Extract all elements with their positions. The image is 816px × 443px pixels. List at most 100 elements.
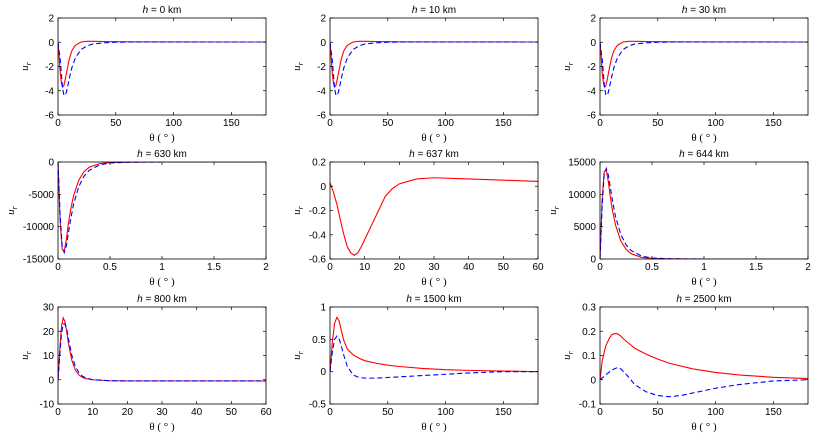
series-line-dashed xyxy=(600,166,808,259)
y-tick-label: 15000 xyxy=(568,158,596,169)
x-tick-label: 150 xyxy=(765,407,782,418)
series-line-dashed xyxy=(330,41,538,97)
x-tick-label: 10 xyxy=(359,262,371,273)
subplot-title: h = 644 km xyxy=(679,149,729,160)
subplot-2: 0 50 100 150 -6 -4 -2 0 2 h = 10 km θ ( ° ) ur xyxy=(291,5,539,144)
subplot-title: h = 10 km xyxy=(412,5,456,16)
y-tick-label: 30 xyxy=(43,303,55,314)
y-tick-label: 0 xyxy=(48,375,54,386)
x-tick-label: 100 xyxy=(437,118,454,129)
series-line-dashed xyxy=(58,323,266,382)
series-line-dashed xyxy=(330,335,538,379)
x-tick-label: 40 xyxy=(463,262,475,273)
y-axis-label: ur xyxy=(5,205,19,215)
y-axis-label: ur xyxy=(291,350,305,360)
subplot-6: 0 0.5 1 1.5 2 0 5000 10000 15000 h = 644 km θ ( ° … xyxy=(547,149,811,288)
x-axis-label: θ ( ° ) xyxy=(421,132,447,144)
subplot-title: h = 630 km xyxy=(137,149,187,160)
y-axis-label: ur xyxy=(19,61,33,71)
x-tick-label: 0 xyxy=(55,118,61,129)
x-tick-label: 50 xyxy=(498,262,510,273)
series-line-solid xyxy=(330,177,538,257)
plot-frame xyxy=(57,161,267,260)
x-axis-label: θ ( ° ) xyxy=(421,276,447,288)
x-tick-label: 150 xyxy=(495,407,512,418)
y-tick-label: 5000 xyxy=(574,222,597,233)
y-axis-label: ur xyxy=(547,205,561,215)
y-tick-label: -5000 xyxy=(28,190,54,201)
y-tick-label: -10 xyxy=(40,400,55,411)
subplot-3: 0 50 100 150 -6 -4 -2 0 2 h = 30 km θ ( ° ) ur xyxy=(561,5,809,144)
subplot-title: h = 30 km xyxy=(682,5,726,16)
series-line-solid xyxy=(58,40,266,89)
y-axis-label: ur xyxy=(291,61,305,71)
plot-frame xyxy=(599,17,809,116)
x-tick-label: 60 xyxy=(260,407,272,418)
series-line-solid xyxy=(600,168,808,259)
x-tick-label: 0.5 xyxy=(103,262,117,273)
x-tick-label: 1.5 xyxy=(749,262,763,273)
y-tick-label: -10000 xyxy=(23,222,55,233)
y-tick-label: 0 xyxy=(48,38,54,49)
y-tick-label: 0.5 xyxy=(312,335,326,346)
x-tick-label: 2 xyxy=(263,262,269,273)
x-axis-label: θ ( ° ) xyxy=(691,421,717,433)
subplot-title: h = 637 km xyxy=(409,149,459,160)
series-line-dashed xyxy=(58,162,266,255)
subplot-8: 0 50 100 150-0.500.51h = 1500 kmθ ( ° )ur xyxy=(291,294,539,433)
x-tick-label: 50 xyxy=(226,407,238,418)
plot-frame xyxy=(329,17,539,116)
x-tick-label: 60 xyxy=(532,262,544,273)
plot-frame xyxy=(329,306,539,405)
series-line-dashed xyxy=(600,41,808,97)
x-tick-label: 20 xyxy=(394,262,406,273)
x-tick-label: 2 xyxy=(805,262,811,273)
y-tick-label: 1 xyxy=(320,303,326,314)
y-tick-label: -4 xyxy=(587,86,596,97)
y-tick-label: -0.6 xyxy=(309,255,327,266)
y-tick-label: -2 xyxy=(317,62,326,73)
y-tick-label: -4 xyxy=(317,86,326,97)
y-tick-label: -6 xyxy=(587,111,596,122)
y-tick-label: 0 xyxy=(590,255,596,266)
y-tick-label: 10000 xyxy=(568,190,596,201)
y-tick-label: -6 xyxy=(317,111,326,122)
x-tick-label: 0 xyxy=(327,262,333,273)
x-axis-label: θ ( ° ) xyxy=(691,132,717,144)
x-tick-label: 50 xyxy=(110,118,122,129)
plot-frame xyxy=(329,161,539,260)
x-tick-label: 150 xyxy=(765,118,782,129)
plot-frame xyxy=(599,306,809,405)
y-tick-label: 2 xyxy=(320,14,326,25)
x-tick-label: 100 xyxy=(707,118,724,129)
y-tick-label: 0 xyxy=(590,375,596,386)
subplot-title: h = 0 km xyxy=(143,5,182,16)
x-axis-label: θ ( ° ) xyxy=(421,421,447,433)
subplot-title: h = 800 km xyxy=(137,294,187,305)
series-line-solid xyxy=(58,162,266,253)
x-axis-label: θ ( ° ) xyxy=(149,421,175,433)
y-tick-label: 0 xyxy=(320,182,326,193)
y-tick-label: 2 xyxy=(48,14,54,25)
x-tick-label: 0 xyxy=(327,407,333,418)
y-tick-label: 0 xyxy=(320,38,326,49)
x-tick-label: 0 xyxy=(327,118,333,129)
y-tick-label: 0.3 xyxy=(582,303,596,314)
x-tick-label: 1 xyxy=(701,262,707,273)
series-line-solid xyxy=(330,40,538,89)
y-axis-label: ur xyxy=(19,350,33,360)
y-axis-label: ur xyxy=(561,61,575,71)
series-line-dashed xyxy=(58,41,266,97)
x-tick-label: 150 xyxy=(495,118,512,129)
y-tick-label: 0.1 xyxy=(582,351,596,362)
series-line-solid xyxy=(600,333,808,380)
series-line-dashed xyxy=(600,367,808,398)
y-tick-label: -0.1 xyxy=(579,400,597,411)
x-tick-label: 50 xyxy=(652,118,664,129)
x-tick-label: 100 xyxy=(707,407,724,418)
x-tick-label: 150 xyxy=(223,118,240,129)
x-tick-label: 0 xyxy=(597,407,603,418)
x-tick-label: 50 xyxy=(652,407,664,418)
